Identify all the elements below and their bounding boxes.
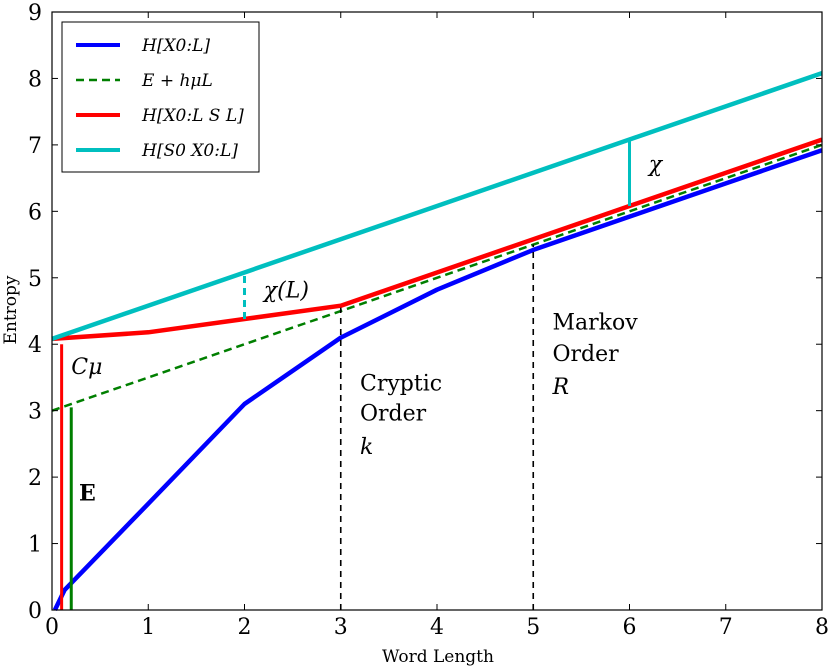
series-line-h-s-0-x-0-l xyxy=(51,70,823,342)
annotation-chi-l: χ(L) xyxy=(262,279,309,304)
legend: H[X0:L] E + hμL H[X0:L S L] H[S0 X0:L] xyxy=(61,21,260,173)
x-tick-label-1: 1 xyxy=(141,615,155,640)
x-tick-label-7: 7 xyxy=(719,615,733,640)
y-tick-label-2: 2 xyxy=(28,466,42,491)
annotation-layer: Cμ E χ(L) χ Cryptic Order k Markov Order… xyxy=(71,153,664,507)
y-tick-label-6: 6 xyxy=(28,200,42,225)
annotation-cmu: Cμ xyxy=(71,355,102,380)
annotation-cryptic-1: Cryptic xyxy=(360,372,442,397)
annotation-chi: χ xyxy=(647,153,664,178)
x-axis-title: Word Length xyxy=(382,647,494,666)
series-line-h-x-0-l xyxy=(52,148,823,611)
legend-label-h-sx: H[S0 X0:L] xyxy=(141,141,238,161)
tick-layer: 0 1 2 3 4 5 6 7 8 0 1 2 3 4 5 6 7 8 9 xyxy=(28,1,829,640)
series-layer xyxy=(51,70,823,611)
series-line-e-h-mu-l xyxy=(51,143,823,412)
y-tick-label-5: 5 xyxy=(28,267,42,292)
x-tick-label-0: 0 xyxy=(45,615,59,640)
y-tick-label-1: 1 xyxy=(28,533,42,558)
y-tick-label-0: 0 xyxy=(28,599,42,624)
x-tick-label-4: 4 xyxy=(430,615,444,640)
y-axis-title: Entropy xyxy=(1,275,21,344)
x-tick-label-6: 6 xyxy=(623,615,637,640)
y-tick-label-3: 3 xyxy=(28,400,42,425)
annotation-markov-3: R xyxy=(552,375,570,400)
x-tick-label-3: 3 xyxy=(334,615,348,640)
annotation-cryptic-2: Order xyxy=(360,402,427,427)
segment-layer xyxy=(60,139,631,610)
y-tick-label-8: 8 xyxy=(28,67,42,92)
x-tick-label-8: 8 xyxy=(815,615,829,640)
y-tick-label-9: 9 xyxy=(28,1,42,26)
x-tick-label-5: 5 xyxy=(526,615,540,640)
x-tick-label-2: 2 xyxy=(238,615,252,640)
legend-label-h-x: H[X0:L] xyxy=(141,36,210,56)
series-line-h-x-0-l-s-l xyxy=(51,137,823,342)
y-tick-label-7: 7 xyxy=(28,134,42,159)
annotation-markov-2: Order xyxy=(553,342,620,367)
annotation-markov-1: Markov xyxy=(553,311,639,336)
legend-label-h-xs: H[X0:L S L] xyxy=(141,106,244,126)
legend-label-e-hmu: E + hμL xyxy=(141,71,213,91)
annotation-cryptic-3: k xyxy=(360,435,373,460)
y-tick-label-4: 4 xyxy=(28,333,42,358)
annotation-e: E xyxy=(79,480,96,506)
